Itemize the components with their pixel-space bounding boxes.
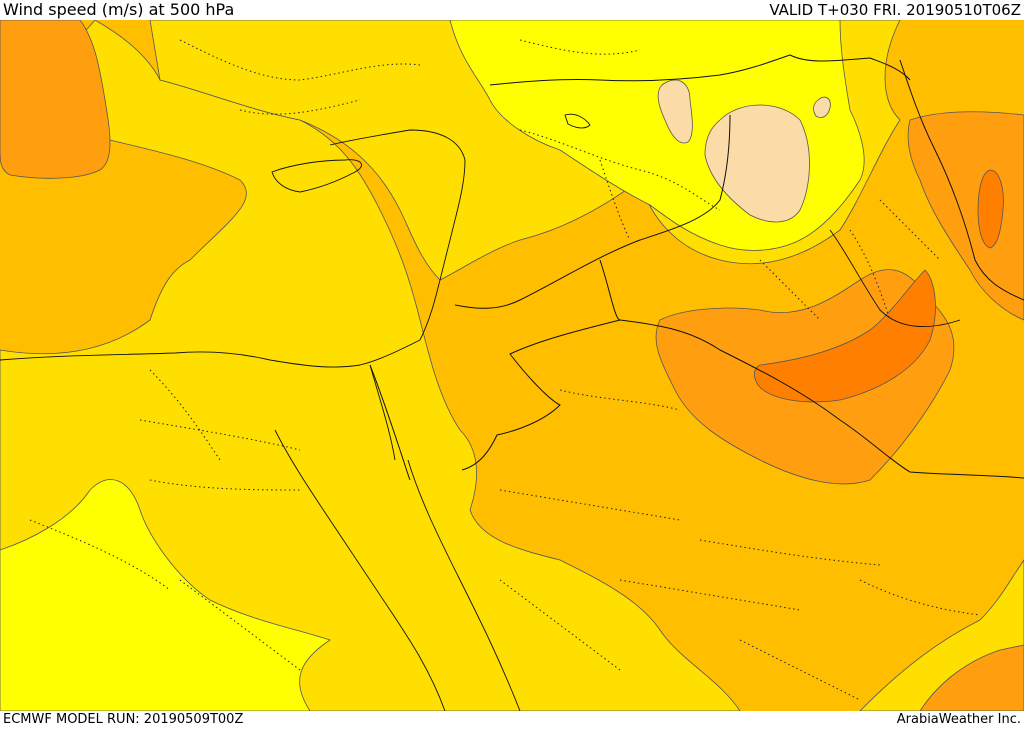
border-iran-iraq xyxy=(899,59,1024,301)
admin-boundaries-iraq xyxy=(759,199,941,321)
coastline-persian-gulf xyxy=(829,229,961,328)
credit: ArabiaWeather Inc. xyxy=(896,712,1021,727)
band-orange-iran xyxy=(907,111,1024,321)
border-turkey-syria xyxy=(489,54,911,86)
admin-boundaries-turkey xyxy=(179,39,641,115)
band-orange-anatolia xyxy=(0,20,111,179)
band-peach-east xyxy=(704,104,810,223)
valid-time: VALID T+030 FRI. 20190510T06Z xyxy=(769,1,1021,19)
coastline-red-sea xyxy=(274,429,446,711)
map-footer: ECMWF MODEL RUN: 20190509T00Z ArabiaWeat… xyxy=(0,711,1024,729)
band-yellow-light-southwest xyxy=(0,479,331,711)
admin-boundaries-syria xyxy=(519,129,721,241)
border-egypt-israel xyxy=(369,364,411,481)
border-jordan xyxy=(461,259,621,471)
band-peach-small xyxy=(813,96,831,118)
border-saudi-iraq xyxy=(619,319,1024,479)
coastline-red-sea-east xyxy=(407,459,521,711)
band-darkorange-iran-core xyxy=(977,169,1004,249)
coastline-gulf-of-suez xyxy=(369,364,396,461)
band-darkorange-iraq-core xyxy=(754,269,936,403)
map-canvas xyxy=(0,20,1024,711)
map-title: Wind speed (m/s) at 500 hPa xyxy=(3,0,235,19)
admin-boundaries-south xyxy=(179,579,861,701)
band-orange-gulf xyxy=(919,644,1024,711)
wind-speed-map xyxy=(0,20,1024,711)
coastline-mediterranean xyxy=(0,129,466,368)
coastline-lake xyxy=(564,113,591,129)
border-syria-iraq xyxy=(454,114,731,309)
band-peach-west xyxy=(657,79,693,144)
admin-boundaries-egypt xyxy=(29,369,301,591)
model-run: ECMWF MODEL RUN: 20190509T00Z xyxy=(3,712,244,727)
map-header: Wind speed (m/s) at 500 hPa VALID T+030 … xyxy=(0,0,1024,20)
coastline-cyprus xyxy=(271,159,362,193)
admin-boundaries-saudi xyxy=(499,389,981,616)
